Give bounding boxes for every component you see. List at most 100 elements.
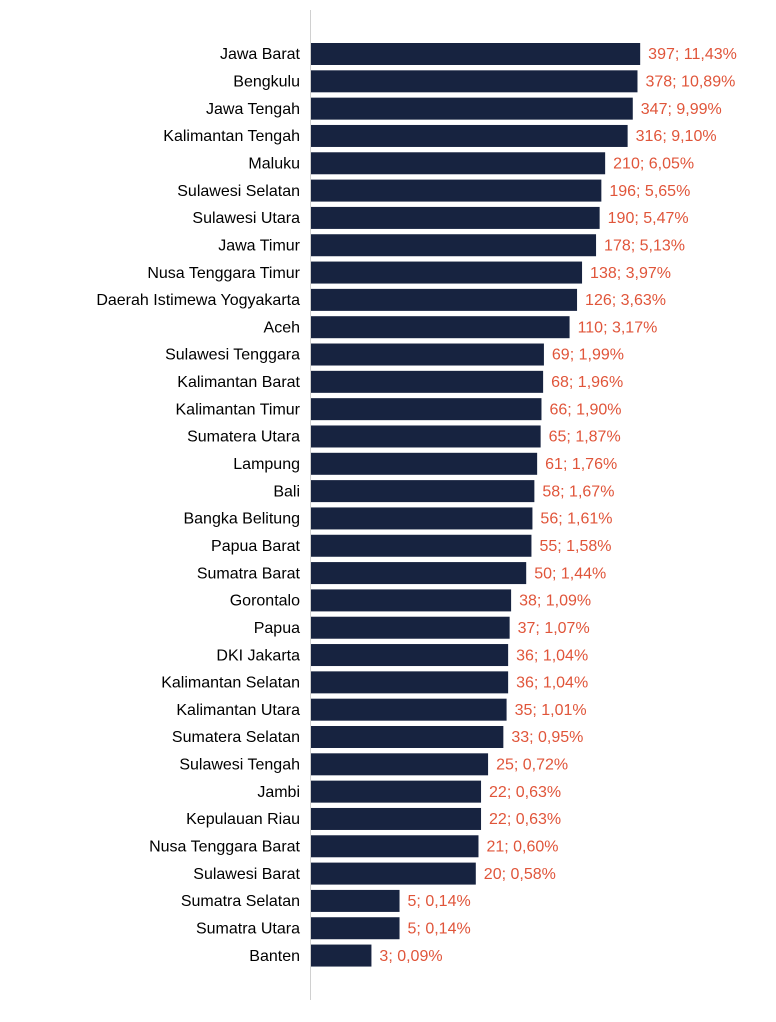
category-label: Sumatera Utara — [187, 429, 300, 446]
value-label: 397; 11,43% — [648, 46, 737, 63]
category-label: Gorontalo — [230, 593, 300, 610]
value-label: 25; 0,72% — [496, 757, 568, 774]
value-label: 196; 5,65% — [609, 183, 690, 200]
value-label: 138; 3,97% — [590, 265, 671, 282]
bar — [311, 398, 542, 421]
bar — [311, 889, 400, 912]
category-label: Sulawesi Selatan — [177, 183, 300, 200]
bar — [311, 944, 372, 967]
category-label: Jambi — [257, 784, 300, 801]
category-label: Jawa Tengah — [206, 101, 300, 118]
value-label: 66; 1,90% — [549, 401, 621, 418]
category-label: Kalimantan Utara — [176, 702, 300, 719]
category-label: Lampung — [233, 456, 300, 473]
value-label: 35; 1,01% — [515, 702, 587, 719]
category-label: Papua — [254, 620, 300, 637]
category-label: Sulawesi Utara — [192, 210, 300, 227]
bar — [311, 425, 541, 448]
bar — [311, 616, 510, 639]
value-label: 61; 1,76% — [545, 456, 617, 473]
value-label: 68; 1,96% — [551, 374, 623, 391]
category-label: Sulawesi Barat — [193, 866, 300, 883]
category-label: Sumatera Selatan — [172, 729, 300, 746]
bar — [311, 370, 544, 393]
value-label: 36; 1,04% — [516, 647, 588, 664]
bar — [311, 807, 482, 830]
bar — [311, 835, 479, 858]
category-label: Sulawesi Tengah — [179, 757, 300, 774]
category-label: Nusa Tenggara Barat — [149, 838, 300, 855]
value-label: 210; 6,05% — [613, 155, 694, 172]
category-label: Sumatra Selatan — [181, 893, 300, 910]
bar — [311, 480, 535, 503]
category-label: Banten — [249, 948, 300, 965]
bar — [311, 152, 606, 175]
value-label: 69; 1,99% — [552, 347, 624, 364]
bar — [311, 316, 570, 339]
category-label: Sulawesi Tenggara — [165, 347, 300, 364]
category-label: Maluku — [248, 155, 300, 172]
category-label: DKI Jakarta — [216, 647, 300, 664]
value-label: 38; 1,09% — [519, 593, 591, 610]
category-label: Sumatra Utara — [196, 920, 300, 937]
bar — [311, 698, 507, 721]
value-label: 22; 0,63% — [489, 784, 561, 801]
bar — [311, 589, 512, 612]
bar — [311, 97, 633, 120]
bar — [311, 917, 400, 940]
bar — [311, 124, 628, 147]
value-label: 58; 1,67% — [542, 483, 614, 500]
category-label: Bengkulu — [233, 74, 300, 91]
bar — [311, 206, 600, 229]
bar — [311, 261, 583, 284]
value-label: 5; 0,14% — [408, 893, 471, 910]
bar — [311, 726, 504, 748]
bar — [311, 452, 538, 475]
category-label: Kalimantan Barat — [177, 374, 300, 391]
category-label: Kepulauan Riau — [186, 811, 300, 828]
value-label: 316; 9,10% — [636, 128, 717, 145]
category-label: Sumatra Barat — [197, 565, 301, 582]
value-label: 21; 0,60% — [486, 838, 558, 855]
bar — [311, 70, 638, 93]
bar — [311, 780, 482, 803]
bar — [311, 562, 527, 585]
value-label: 33; 0,95% — [511, 729, 583, 746]
value-label: 65; 1,87% — [549, 429, 621, 446]
category-label: Papua Barat — [211, 538, 301, 555]
bar — [311, 43, 641, 65]
value-label: 55; 1,58% — [539, 538, 611, 555]
value-label: 378; 10,89% — [645, 74, 735, 91]
value-label: 178; 5,13% — [604, 237, 685, 254]
category-label: Kalimantan Selatan — [161, 675, 300, 692]
bar — [311, 234, 597, 257]
category-label: Daerah Istimewa Yogyakarta — [96, 292, 300, 309]
bar — [311, 644, 509, 667]
bar — [311, 179, 602, 202]
value-label: 190; 5,47% — [608, 210, 689, 227]
category-label: Bangka Belitung — [183, 511, 300, 528]
bar — [311, 534, 532, 557]
value-label: 37; 1,07% — [518, 620, 590, 637]
bar — [311, 343, 544, 366]
value-label: 110; 3,17% — [578, 319, 658, 336]
value-label: 36; 1,04% — [516, 675, 588, 692]
category-label: Jawa Timur — [218, 237, 300, 254]
value-label: 5; 0,14% — [408, 920, 471, 937]
category-label: Jawa Barat — [220, 46, 301, 63]
value-label: 20; 0,58% — [484, 866, 556, 883]
value-label: 347; 9,99% — [641, 101, 722, 118]
bar — [311, 862, 476, 885]
value-label: 126; 3,63% — [585, 292, 666, 309]
bar — [311, 288, 578, 311]
value-label: 50; 1,44% — [534, 565, 606, 582]
value-label: 22; 0,63% — [489, 811, 561, 828]
bar — [311, 507, 533, 530]
category-label: Nusa Tenggara Timur — [147, 265, 300, 282]
category-label: Bali — [273, 483, 300, 500]
value-label: 56; 1,61% — [540, 511, 612, 528]
bar — [311, 753, 489, 776]
category-label: Aceh — [264, 319, 300, 336]
category-label: Kalimantan Tengah — [163, 128, 300, 145]
